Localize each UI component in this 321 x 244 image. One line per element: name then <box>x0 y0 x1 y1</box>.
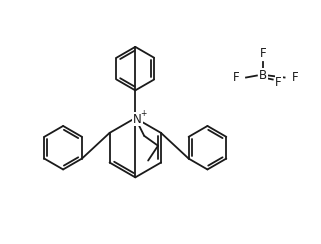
Text: N: N <box>133 112 142 125</box>
Text: +: + <box>140 109 146 118</box>
Text: B: B <box>259 69 267 82</box>
Text: F: F <box>275 76 282 89</box>
Text: F: F <box>259 47 266 60</box>
Text: F: F <box>292 71 299 84</box>
Text: F: F <box>233 71 239 84</box>
